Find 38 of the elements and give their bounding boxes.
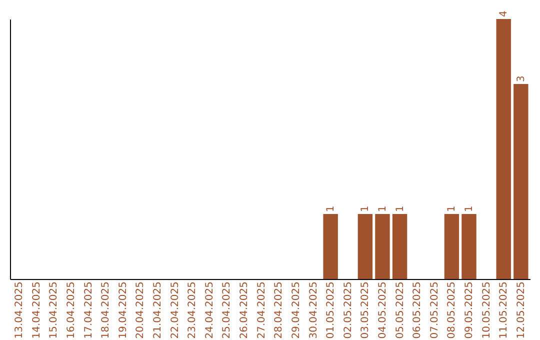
data-label: 1 <box>446 206 458 212</box>
x-tick-label: 14.04.2025 <box>31 282 42 339</box>
data-label: 3 <box>516 76 527 82</box>
data-label: 1 <box>394 206 406 212</box>
x-tick-label: 20.04.2025 <box>135 282 146 339</box>
x-tick-label: 07.05.2025 <box>429 282 440 339</box>
x-tick-label: 17.04.2025 <box>83 282 94 339</box>
x-tick-label: 10.05.2025 <box>481 282 492 339</box>
x-tick-label: 09.05.2025 <box>464 282 475 339</box>
x-tick-label: 21.04.2025 <box>152 282 164 339</box>
x-tick-label: 19.04.2025 <box>118 282 129 339</box>
x-tick-label: 30.04.2025 <box>308 282 320 339</box>
x-tick-label: 27.04.2025 <box>256 282 268 339</box>
x-tick-label: 01.05.2025 <box>326 282 337 339</box>
x-tick-label: 16.04.2025 <box>66 282 77 339</box>
x-tick-label: 08.05.2025 <box>446 282 458 339</box>
x-tick-label: 28.04.2025 <box>274 282 285 339</box>
x-tick-label: 11.05.2025 <box>498 282 510 339</box>
data-label: 4 <box>498 10 510 17</box>
x-tick-label: 02.05.2025 <box>342 282 354 339</box>
x-tick-label: 24.04.2025 <box>204 282 216 339</box>
data-label: 1 <box>360 206 372 212</box>
data-label: 1 <box>377 206 388 212</box>
x-tick-label: 05.05.2025 <box>394 282 406 339</box>
x-tick-label: 04.05.2025 <box>377 282 388 339</box>
x-tick-label: 26.04.2025 <box>239 282 250 339</box>
x-tick-label: 29.04.2025 <box>290 282 302 339</box>
x-tick-label: 03.05.2025 <box>360 282 372 339</box>
data-label: 1 <box>464 206 475 212</box>
x-tick-label: 25.04.2025 <box>222 282 233 339</box>
x-tick-label: 06.05.2025 <box>412 282 424 339</box>
x-tick-label: 22.04.2025 <box>170 282 181 339</box>
x-tick-label: 12.05.2025 <box>516 282 527 339</box>
x-tick-label: 23.04.2025 <box>187 282 198 339</box>
x-tick-label: 13.04.2025 <box>14 282 26 339</box>
x-tick-label: 18.04.2025 <box>100 282 112 339</box>
data-label: 1 <box>326 206 337 212</box>
x-tick-label: 15.04.2025 <box>48 282 60 339</box>
